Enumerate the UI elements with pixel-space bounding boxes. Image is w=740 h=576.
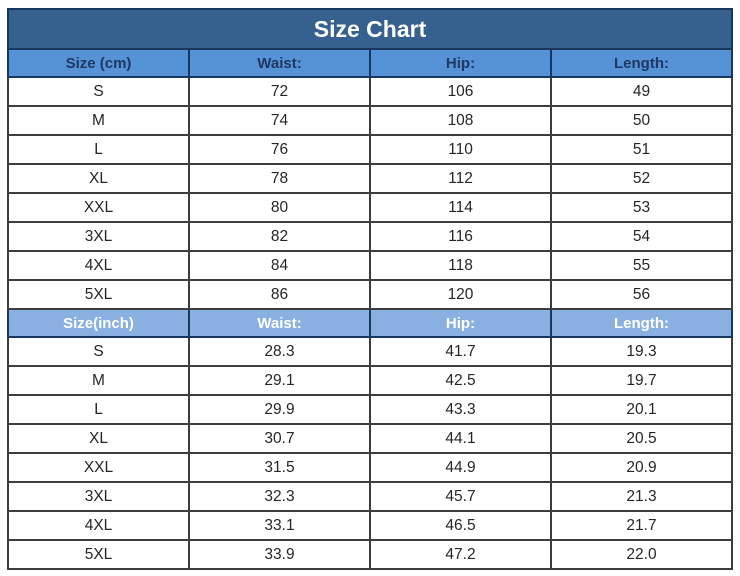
table-row: XL 30.7 44.1 20.5	[7, 423, 733, 454]
size-cell: L	[7, 394, 190, 425]
value-cell: 19.7	[550, 365, 733, 396]
value-cell: 22.0	[550, 539, 733, 570]
table-row: S 28.3 41.7 19.3	[7, 336, 733, 367]
value-cell: 84	[188, 250, 371, 281]
value-cell: 72	[188, 76, 371, 107]
value-cell: 44.1	[369, 423, 552, 454]
value-cell: 112	[369, 163, 552, 194]
inch-hip-column-header: Hip:	[369, 308, 552, 338]
inch-length-column-header: Length:	[550, 308, 733, 338]
table-row: 5XL 86 120 56	[7, 279, 733, 310]
cm-rows-body: S 72 106 49 M 74 108 50 L 76 110 51 XL 78 112 52 XXL 80 11…	[7, 76, 733, 310]
cm-hip-column-header: Hip:	[369, 48, 552, 78]
value-cell: 76	[188, 134, 371, 165]
table-row: 3XL 32.3 45.7 21.3	[7, 481, 733, 512]
value-cell: 47.2	[369, 539, 552, 570]
value-cell: 43.3	[369, 394, 552, 425]
value-cell: 56	[550, 279, 733, 310]
value-cell: 82	[188, 221, 371, 252]
table-row: M 74 108 50	[7, 105, 733, 136]
value-cell: 45.7	[369, 481, 552, 512]
table-row: L 29.9 43.3 20.1	[7, 394, 733, 425]
table-row: 4XL 84 118 55	[7, 250, 733, 281]
size-cell: XL	[7, 423, 190, 454]
cm-size-column-header: Size (cm)	[7, 48, 190, 78]
value-cell: 19.3	[550, 336, 733, 367]
table-row: S 72 106 49	[7, 76, 733, 107]
table-row: M 29.1 42.5 19.7	[7, 365, 733, 396]
size-cell: 5XL	[7, 539, 190, 570]
value-cell: 116	[369, 221, 552, 252]
inch-size-column-header: Size(inch)	[7, 308, 190, 338]
cm-header-row: Size (cm) Waist: Hip: Length:	[7, 48, 733, 78]
value-cell: 30.7	[188, 423, 371, 454]
value-cell: 53	[550, 192, 733, 223]
size-cell: 3XL	[7, 221, 190, 252]
size-cell: 5XL	[7, 279, 190, 310]
value-cell: 55	[550, 250, 733, 281]
value-cell: 78	[188, 163, 371, 194]
inch-waist-column-header: Waist:	[188, 308, 371, 338]
size-cell: M	[7, 105, 190, 136]
page-title: Size Chart	[7, 8, 733, 50]
value-cell: 74	[188, 105, 371, 136]
size-cell: S	[7, 76, 190, 107]
title-row: Size Chart	[7, 8, 733, 50]
table-row: 5XL 33.9 47.2 22.0	[7, 539, 733, 570]
value-cell: 80	[188, 192, 371, 223]
value-cell: 42.5	[369, 365, 552, 396]
value-cell: 50	[550, 105, 733, 136]
size-cell: 4XL	[7, 250, 190, 281]
size-cell: S	[7, 336, 190, 367]
size-cell: XL	[7, 163, 190, 194]
value-cell: 33.9	[188, 539, 371, 570]
size-cell: 4XL	[7, 510, 190, 541]
value-cell: 29.1	[188, 365, 371, 396]
inch-header-row: Size(inch) Waist: Hip: Length:	[7, 308, 733, 338]
value-cell: 46.5	[369, 510, 552, 541]
value-cell: 20.9	[550, 452, 733, 483]
value-cell: 86	[188, 279, 371, 310]
value-cell: 108	[369, 105, 552, 136]
inch-rows-body: S 28.3 41.7 19.3 M 29.1 42.5 19.7 L 29.9 43.3 20.1 X…	[7, 336, 733, 570]
value-cell: 44.9	[369, 452, 552, 483]
value-cell: 54	[550, 221, 733, 252]
value-cell: 20.1	[550, 394, 733, 425]
value-cell: 118	[369, 250, 552, 281]
table-row: 3XL 82 116 54	[7, 221, 733, 252]
table-row: 4XL 33.1 46.5 21.7	[7, 510, 733, 541]
cm-waist-column-header: Waist:	[188, 48, 371, 78]
value-cell: 31.5	[188, 452, 371, 483]
value-cell: 28.3	[188, 336, 371, 367]
value-cell: 114	[369, 192, 552, 223]
size-cell: XXL	[7, 452, 190, 483]
table-row: XXL 31.5 44.9 20.9	[7, 452, 733, 483]
size-cell: M	[7, 365, 190, 396]
value-cell: 29.9	[188, 394, 371, 425]
value-cell: 32.3	[188, 481, 371, 512]
cm-length-column-header: Length:	[550, 48, 733, 78]
value-cell: 33.1	[188, 510, 371, 541]
value-cell: 52	[550, 163, 733, 194]
size-chart-table: Size Chart Size (cm) Waist: Hip: Length:…	[7, 8, 733, 570]
value-cell: 120	[369, 279, 552, 310]
value-cell: 51	[550, 134, 733, 165]
size-cell: 3XL	[7, 481, 190, 512]
size-cell: L	[7, 134, 190, 165]
value-cell: 110	[369, 134, 552, 165]
table-row: L 76 110 51	[7, 134, 733, 165]
value-cell: 41.7	[369, 336, 552, 367]
value-cell: 20.5	[550, 423, 733, 454]
value-cell: 49	[550, 76, 733, 107]
table-row: XL 78 112 52	[7, 163, 733, 194]
size-cell: XXL	[7, 192, 190, 223]
value-cell: 106	[369, 76, 552, 107]
value-cell: 21.3	[550, 481, 733, 512]
value-cell: 21.7	[550, 510, 733, 541]
table-row: XXL 80 114 53	[7, 192, 733, 223]
